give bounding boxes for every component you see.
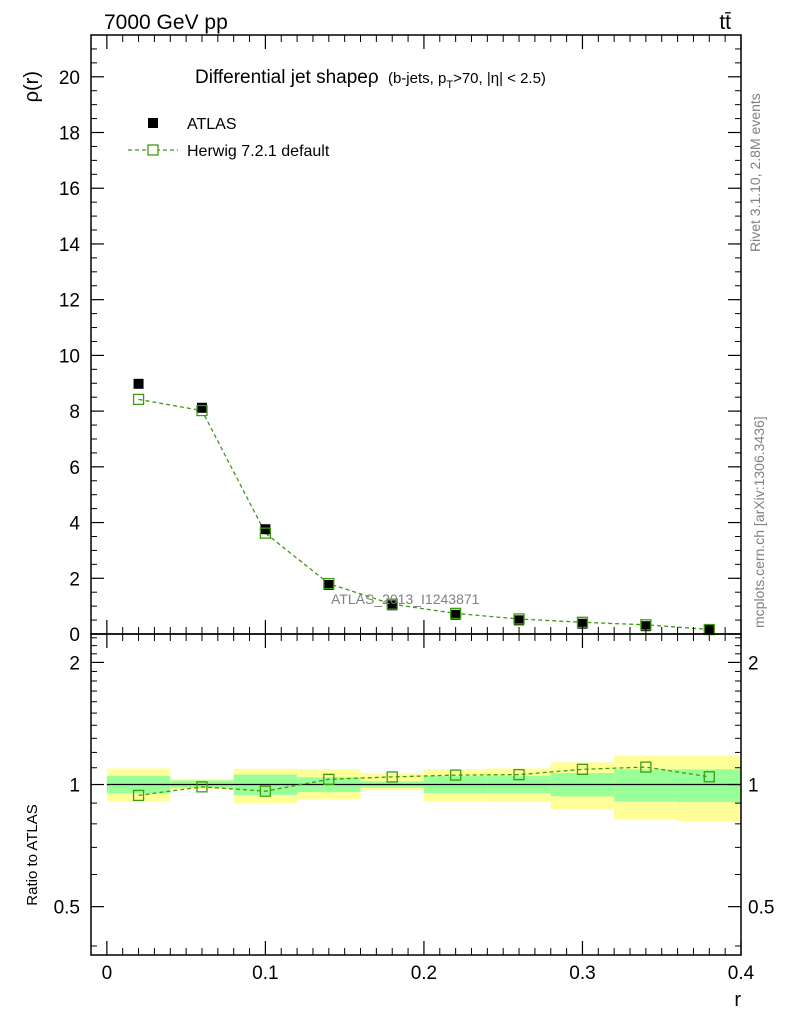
herwig-ratio-line (138, 766, 710, 797)
herwig-point (132, 393, 145, 406)
herwig-ratio-point (703, 771, 715, 783)
main-y-tick-label: 20 (59, 68, 80, 89)
main-y-tick-label: 10 (59, 346, 80, 367)
legend-atlas-label: ATLAS (187, 116, 237, 133)
main-y-tick-label: 0 (69, 625, 80, 646)
main-y-tick-label: 4 (69, 514, 80, 535)
chart-subtitle-part-1: (b-jets, p (388, 70, 446, 87)
main-plot-axes: 0 2 4 6 8 10 12 14 16 18 20 (59, 34, 742, 646)
ratio-y-tick-label: 2 (69, 653, 80, 674)
x-axis-label: r (734, 989, 741, 1011)
main-y-tick-label: 6 (69, 458, 80, 479)
inner-uncertainty-band (614, 769, 678, 802)
legend-herwig-label: Herwig 7.2.1 default (187, 143, 330, 160)
atlas-point (323, 579, 334, 590)
x-tick-label: 0.2 (411, 963, 437, 984)
ratio-y-axis-label: Ratio to ATLAS (24, 804, 41, 905)
herwig-ratio-point (576, 763, 589, 775)
atlas-point (640, 621, 651, 632)
chart-title-symbol: ρ (368, 67, 379, 88)
main-y-tick-label: 18 (59, 124, 80, 145)
chart-subtitle-part-2: >70, |η| < 2.5) (453, 70, 546, 87)
legend: ATLAS Herwig 7.2.1 default (128, 116, 330, 160)
ratio-uncertainty-bands (106, 755, 741, 822)
herwig-point (323, 577, 335, 590)
chart-title-main: Differential jet shape (195, 67, 368, 88)
ratio-y-tick-label-right: 0.5 (748, 898, 774, 919)
main-y-axis-label: ρ(r) (21, 71, 43, 102)
analysis-watermark: ATLAS_2013_I1243871 (331, 591, 480, 607)
rivet-label: Rivet 3.1.10, 2.8M events (747, 93, 763, 252)
legend-herwig-marker (147, 144, 159, 156)
herwig-ratio-point (449, 769, 462, 781)
x-tick-label: 0 (102, 963, 113, 984)
main-y-tick-label: 2 (69, 569, 80, 590)
herwig-point (196, 404, 208, 417)
chart-subtitle-subscript: T (446, 79, 453, 91)
energy-label: 7000 GeV pp (104, 11, 228, 34)
x-tick-label: 0.1 (252, 963, 278, 984)
legend-atlas-marker (148, 118, 158, 128)
atlas-point (196, 402, 207, 413)
x-tick-label: 0.3 (569, 963, 595, 984)
inner-uncertainty-band (677, 769, 741, 803)
ratio-plot-frame (90, 633, 742, 956)
chart-title: Differential jet shapeρ (b-jets, pT>70, … (195, 67, 546, 91)
atlas-point (133, 378, 144, 389)
x-tick-label: 0.4 (728, 963, 755, 984)
herwig-ratio-point (386, 771, 398, 783)
main-y-tick-label: 16 (59, 179, 80, 200)
atlas-point (387, 600, 398, 611)
herwig-ratio-point (196, 781, 208, 793)
herwig-line (138, 398, 710, 631)
herwig-ratio-point (132, 789, 145, 802)
herwig-ratio-point (513, 768, 525, 781)
main-y-tick-label: 14 (59, 235, 81, 256)
herwig-point (259, 527, 272, 539)
process-label: tt̄ (719, 11, 731, 34)
ratio-plot-data (106, 761, 741, 802)
herwig-point (513, 613, 525, 625)
ratio-plot-axes: 0 0.1 0.2 0.3 0.4 0.5 0.5 1 1 2 2 (54, 633, 774, 984)
herwig-ratio-point (640, 761, 652, 773)
ratio-y-tick-label-right: 1 (748, 776, 759, 797)
herwig-ratio-point (323, 773, 335, 785)
ratio-y-tick-label: 1 (69, 776, 80, 797)
herwig-point (386, 598, 398, 610)
ratio-y-tick-label: 0.5 (54, 898, 80, 919)
main-y-tick-label: 8 (69, 402, 80, 423)
atlas-point (514, 615, 525, 626)
ratio-y-tick-label-right: 2 (748, 653, 759, 674)
herwig-ratio-point (259, 785, 272, 797)
atlas-point (450, 609, 461, 620)
atlas-point (260, 524, 271, 535)
herwig-point (449, 607, 462, 620)
chart-subtitle: (b-jets, pT>70, |η| < 2.5) (388, 70, 546, 91)
main-y-tick-label: 12 (59, 291, 80, 312)
mcplots-label: mcplots.cern.ch [arXiv:1306.3436] (751, 416, 767, 628)
